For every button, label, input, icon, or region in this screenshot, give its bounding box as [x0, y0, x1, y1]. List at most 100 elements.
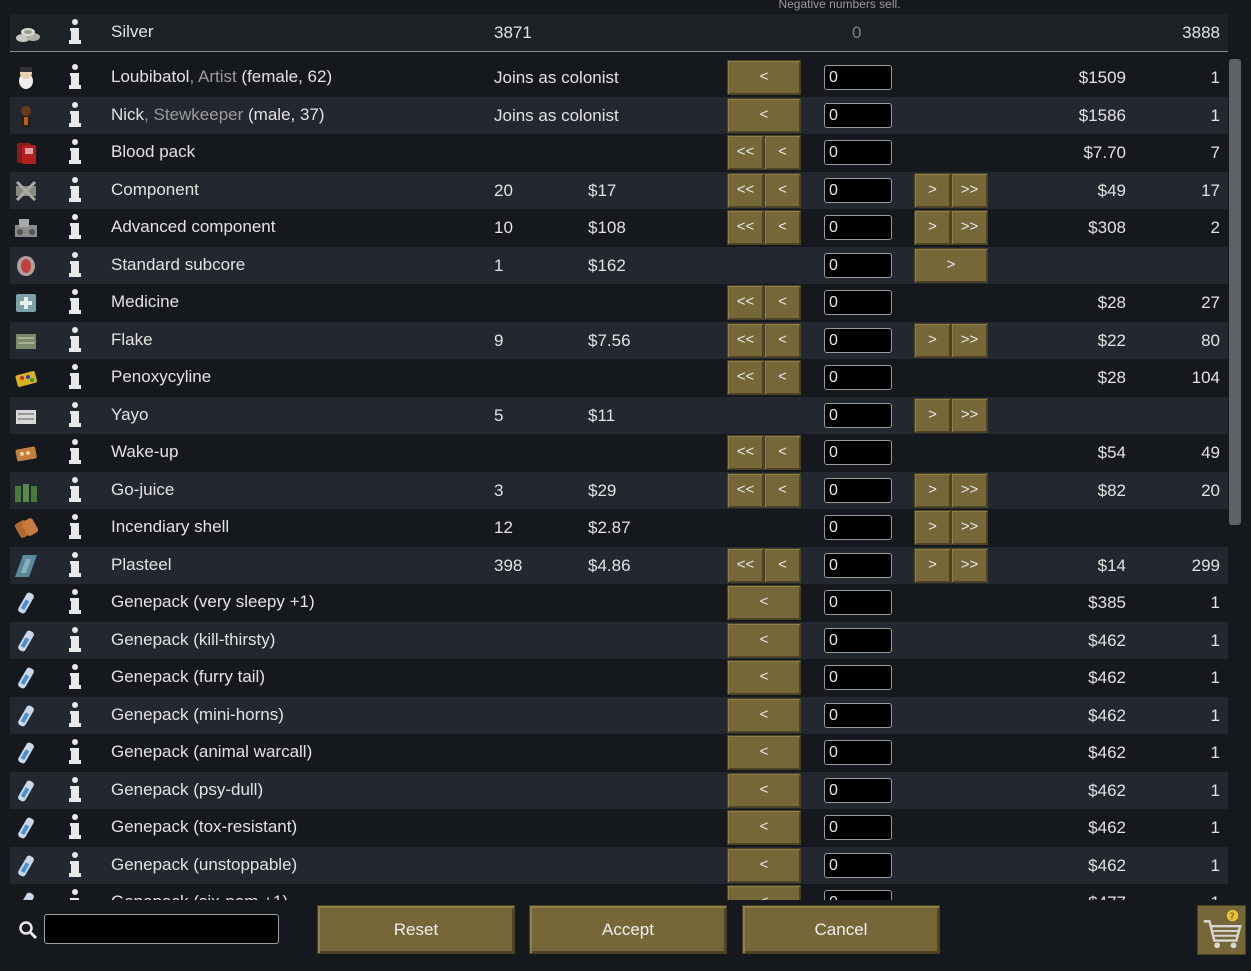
- info-icon[interactable]: [66, 138, 84, 166]
- buy-all-button[interactable]: >>: [951, 397, 988, 433]
- sell-all-button[interactable]: <<: [727, 172, 764, 208]
- info-icon[interactable]: [66, 888, 84, 900]
- sell-all-button[interactable]: <<: [727, 210, 764, 245]
- sell-one-button[interactable]: <: [727, 772, 801, 808]
- sell-one-button[interactable]: <: [727, 735, 801, 770]
- quantity-input[interactable]: 0: [824, 702, 892, 728]
- sell-one-button[interactable]: <: [764, 472, 801, 508]
- sell-one-button[interactable]: <: [764, 547, 801, 583]
- accept-button[interactable]: Accept: [529, 905, 727, 954]
- sell-all-button[interactable]: <<: [727, 435, 764, 470]
- info-icon[interactable]: [66, 701, 84, 729]
- sell-one-button[interactable]: <: [727, 97, 801, 133]
- quantity-input[interactable]: 0: [824, 140, 892, 165]
- buy-all-button[interactable]: >>: [951, 172, 988, 208]
- quantity-input[interactable]: 0: [824, 852, 892, 878]
- quantity-input[interactable]: 0: [824, 102, 892, 128]
- cancel-button[interactable]: Cancel: [742, 905, 940, 954]
- sell-one-button[interactable]: <: [764, 135, 801, 170]
- info-icon[interactable]: [66, 101, 84, 129]
- info-icon[interactable]: [66, 213, 84, 241]
- buy-all-button[interactable]: >>: [951, 472, 988, 508]
- quantity-input[interactable]: 0: [824, 365, 892, 390]
- sell-one-button[interactable]: <: [764, 360, 801, 395]
- quantity-input[interactable]: 0: [824, 215, 892, 240]
- trade-cart-button[interactable]: ?: [1197, 905, 1246, 955]
- info-icon[interactable]: [66, 18, 84, 46]
- info-icon[interactable]: [66, 326, 84, 354]
- quantity-input[interactable]: 0: [824, 777, 892, 803]
- sell-one-button[interactable]: <: [727, 697, 801, 733]
- sell-one-button[interactable]: <: [727, 622, 801, 658]
- sell-one-button[interactable]: <: [727, 885, 801, 900]
- sell-one-button[interactable]: <: [727, 810, 801, 845]
- info-icon[interactable]: [66, 738, 84, 766]
- info-icon[interactable]: [66, 476, 84, 504]
- info-icon[interactable]: [66, 438, 84, 466]
- buy-one-button[interactable]: >: [914, 322, 951, 358]
- sell-all-button[interactable]: <<: [727, 472, 764, 508]
- quantity-input[interactable]: 0: [824, 627, 892, 653]
- quantity-input[interactable]: 0: [824, 440, 892, 465]
- info-icon[interactable]: [66, 176, 84, 204]
- sell-all-button[interactable]: <<: [727, 322, 764, 358]
- quantity-input[interactable]: 0: [824, 515, 892, 540]
- quantity-input[interactable]: 0: [824, 552, 892, 578]
- buy-one-button[interactable]: >: [914, 172, 951, 208]
- quantity-input[interactable]: 0: [824, 177, 892, 203]
- quantity-input[interactable]: 0: [824, 590, 892, 615]
- sell-one-button[interactable]: <: [764, 210, 801, 245]
- buy-all-button[interactable]: >>: [951, 510, 988, 545]
- quantity-input[interactable]: 0: [824, 252, 892, 278]
- sell-all-button[interactable]: <<: [727, 360, 764, 395]
- buy-one-button[interactable]: >: [914, 547, 951, 583]
- sell-one-button[interactable]: <: [764, 435, 801, 470]
- quantity-input[interactable]: 0: [824, 327, 892, 353]
- info-icon[interactable]: [66, 813, 84, 841]
- buy-one-button[interactable]: >: [914, 510, 951, 545]
- sell-one-button[interactable]: <: [764, 322, 801, 358]
- sell-all-button[interactable]: <<: [727, 135, 764, 170]
- sell-one-button[interactable]: <: [727, 60, 801, 95]
- buy-one-button[interactable]: >: [914, 247, 988, 283]
- quantity-input[interactable]: 0: [824, 665, 892, 690]
- info-icon[interactable]: [66, 663, 84, 691]
- sell-one-button[interactable]: <: [764, 285, 801, 320]
- buy-all-button[interactable]: >>: [951, 210, 988, 245]
- quantity-input[interactable]: 0: [824, 890, 892, 900]
- info-icon[interactable]: [66, 851, 84, 879]
- quantity-input[interactable]: 0: [824, 402, 892, 428]
- buy-one-button[interactable]: >: [914, 397, 951, 433]
- quantity-input[interactable]: 0: [824, 290, 892, 315]
- info-icon[interactable]: [66, 288, 84, 316]
- scrollbar[interactable]: [1229, 59, 1241, 525]
- info-icon[interactable]: [66, 551, 84, 579]
- sell-one-button[interactable]: <: [727, 847, 801, 883]
- sell-one-button[interactable]: <: [727, 585, 801, 620]
- sell-all-button[interactable]: <<: [727, 547, 764, 583]
- buy-all-button[interactable]: >>: [951, 322, 988, 358]
- info-icon[interactable]: [66, 363, 84, 391]
- info-icon[interactable]: [66, 401, 84, 429]
- info-icon[interactable]: [66, 513, 84, 541]
- quantity-input[interactable]: 0: [824, 815, 892, 840]
- trader-count: 5: [494, 405, 504, 425]
- info-icon[interactable]: [66, 626, 84, 654]
- quantity-input[interactable]: 0: [824, 740, 892, 765]
- buy-one-button[interactable]: >: [914, 472, 951, 508]
- buy-one-button[interactable]: >: [914, 210, 951, 245]
- quantity-input[interactable]: 0: [824, 477, 892, 503]
- sell-one-button[interactable]: <: [764, 172, 801, 208]
- sell-all-button[interactable]: <<: [727, 285, 764, 320]
- trade-list[interactable]: Loubibatol, Artist (female, 62) Joins as …: [10, 59, 1228, 900]
- reset-button[interactable]: Reset: [317, 905, 515, 954]
- search-input[interactable]: [44, 914, 279, 944]
- quantity-input[interactable]: 0: [824, 65, 892, 90]
- info-icon[interactable]: [66, 588, 84, 616]
- info-icon[interactable]: [66, 776, 84, 804]
- info-icon[interactable]: [66, 63, 84, 91]
- buy-all-button[interactable]: >>: [951, 547, 988, 583]
- info-icon[interactable]: [66, 251, 84, 279]
- trade-row: Component 20 $17 << <0 > >> $49 17: [10, 171, 1228, 209]
- sell-one-button[interactable]: <: [727, 660, 801, 695]
